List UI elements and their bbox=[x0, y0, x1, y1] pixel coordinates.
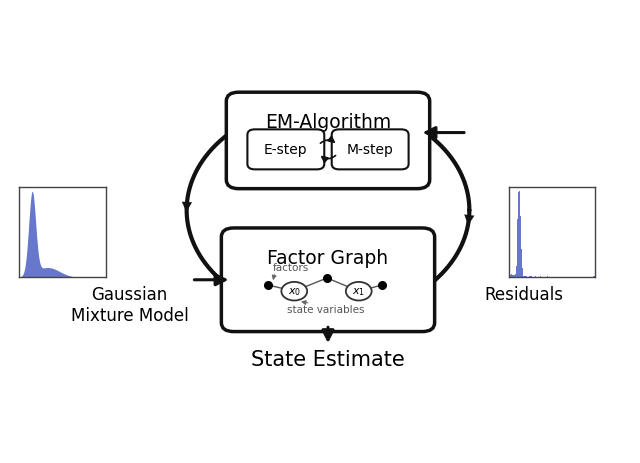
Bar bbox=[578, 277, 579, 278]
Bar bbox=[534, 277, 536, 278]
Bar bbox=[522, 269, 523, 278]
Bar bbox=[514, 275, 515, 278]
Text: Factor Graph: Factor Graph bbox=[268, 248, 388, 267]
Bar bbox=[579, 277, 580, 278]
Bar bbox=[515, 274, 516, 278]
Bar bbox=[558, 277, 559, 278]
Bar bbox=[572, 277, 573, 278]
FancyBboxPatch shape bbox=[227, 93, 429, 189]
Text: factors: factors bbox=[273, 263, 308, 272]
Bar bbox=[523, 275, 524, 278]
Text: M-step: M-step bbox=[347, 143, 394, 157]
Bar bbox=[547, 276, 548, 278]
Text: Residuals: Residuals bbox=[484, 286, 563, 303]
Bar bbox=[537, 277, 538, 278]
Bar bbox=[526, 276, 527, 278]
Bar bbox=[553, 277, 554, 278]
Bar bbox=[566, 277, 568, 278]
Bar bbox=[552, 277, 553, 278]
Bar bbox=[524, 276, 525, 278]
FancyBboxPatch shape bbox=[248, 130, 324, 170]
FancyBboxPatch shape bbox=[332, 130, 408, 170]
Text: E-step: E-step bbox=[264, 143, 308, 157]
Bar bbox=[521, 250, 522, 278]
Bar bbox=[539, 277, 540, 278]
Bar bbox=[519, 192, 520, 278]
Bar bbox=[525, 277, 526, 278]
Bar bbox=[512, 275, 513, 278]
Bar bbox=[540, 277, 541, 278]
Bar bbox=[509, 276, 511, 278]
Bar bbox=[591, 277, 593, 278]
Bar bbox=[585, 277, 586, 278]
Bar bbox=[550, 277, 551, 278]
Bar bbox=[511, 275, 512, 278]
Bar bbox=[549, 277, 550, 278]
Bar bbox=[583, 277, 584, 278]
Bar bbox=[594, 277, 595, 278]
Text: Gaussian
Mixture Model: Gaussian Mixture Model bbox=[71, 286, 188, 324]
Bar bbox=[513, 275, 514, 278]
Bar bbox=[559, 277, 561, 278]
Bar bbox=[533, 277, 534, 278]
Bar bbox=[588, 277, 589, 278]
Bar bbox=[548, 277, 549, 278]
Bar bbox=[529, 277, 531, 278]
Bar bbox=[546, 277, 547, 278]
Bar bbox=[584, 277, 585, 278]
Bar bbox=[544, 277, 545, 278]
Bar bbox=[516, 247, 517, 278]
Circle shape bbox=[346, 282, 372, 301]
Bar bbox=[576, 277, 577, 278]
Text: $x_0$: $x_0$ bbox=[287, 286, 301, 297]
Bar bbox=[593, 277, 594, 278]
Bar bbox=[564, 277, 565, 278]
Bar bbox=[586, 277, 588, 278]
Bar bbox=[557, 277, 558, 278]
FancyBboxPatch shape bbox=[221, 228, 435, 332]
Bar bbox=[545, 277, 546, 278]
Bar bbox=[556, 277, 557, 278]
Text: state variables: state variables bbox=[287, 304, 364, 314]
Text: State Estimate: State Estimate bbox=[251, 350, 405, 369]
Bar bbox=[541, 277, 543, 278]
Bar bbox=[518, 193, 519, 278]
Bar bbox=[568, 277, 569, 278]
Text: EM-Algorithm: EM-Algorithm bbox=[265, 113, 391, 131]
Bar bbox=[531, 276, 532, 278]
Bar bbox=[520, 216, 521, 278]
Bar bbox=[573, 277, 574, 278]
Bar bbox=[532, 277, 533, 278]
Circle shape bbox=[282, 282, 307, 301]
Bar bbox=[575, 277, 576, 278]
Bar bbox=[577, 277, 578, 278]
Bar bbox=[538, 277, 539, 278]
Text: $x_1$: $x_1$ bbox=[352, 286, 365, 297]
Bar bbox=[589, 277, 590, 278]
Bar bbox=[517, 219, 518, 278]
